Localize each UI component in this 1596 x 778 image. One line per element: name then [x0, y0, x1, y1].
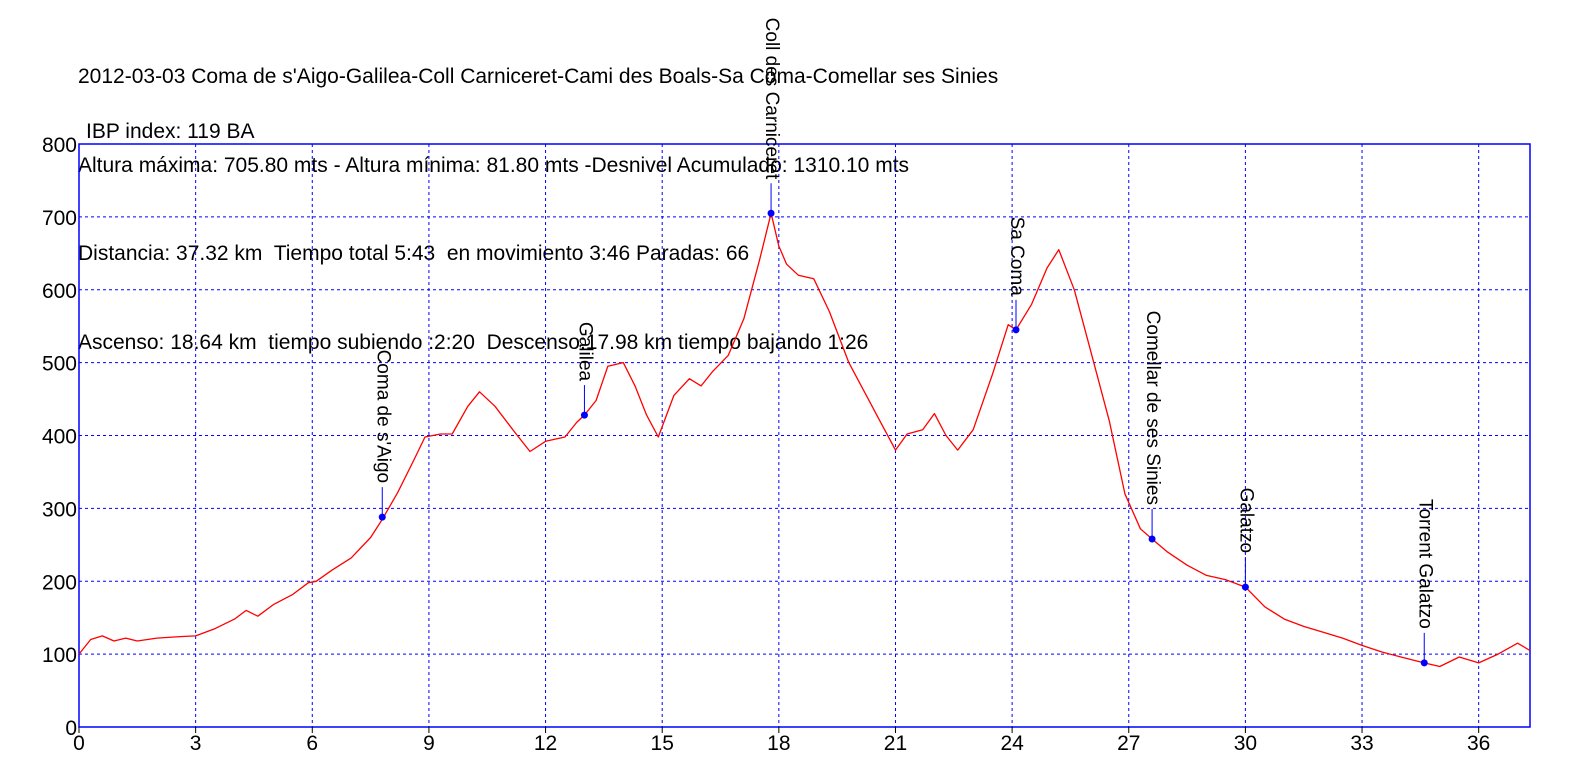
waypoint-label: Comellar de ses Sinies — [1142, 311, 1163, 505]
x-tick-label: 36 — [1467, 732, 1490, 755]
x-tick-label: 15 — [651, 732, 674, 755]
waypoint: Sa Coma — [1006, 217, 1027, 334]
y-tick-label: 500 — [42, 353, 77, 376]
waypoint-markers: Coma de s'Aigo Galilea Coll des Carniceret… — [372, 18, 1435, 667]
waypoint-dot — [580, 411, 588, 419]
chart-header: 2012-03-03 Coma de s'Aigo-Galilea-Coll C… — [78, 3, 998, 387]
waypoint-label: Coll des Carniceret — [761, 18, 782, 180]
waypoint-dot — [1241, 583, 1249, 591]
waypoint: Coll des Carniceret — [761, 18, 782, 217]
waypoint-label: Galilea — [574, 322, 595, 382]
x-tick-label: 27 — [1117, 732, 1140, 755]
waypoint-label: Coma de s'Aigo — [372, 350, 393, 484]
header-ascent-descent: Ascenso: 18.64 km tiempo subiendo :2:20 … — [78, 330, 869, 354]
y-tick-label: 100 — [42, 644, 77, 667]
x-tick-label: 0 — [73, 732, 85, 755]
waypoint: Galilea — [574, 322, 595, 419]
x-tick-label: 24 — [1000, 732, 1024, 755]
waypoint-label: Galatzo — [1235, 488, 1256, 553]
grid-lines — [79, 144, 1530, 727]
waypoint-dot — [767, 209, 775, 217]
y-tick-label: 700 — [42, 207, 77, 230]
waypoint: Comellar de ses Sinies — [1142, 311, 1163, 543]
y-axis-ticks: 0 100 200 300 400 500 600 700 800 — [42, 134, 77, 740]
x-axis-ticks: 0 3 6 9 12 15 18 21 24 27 30 33 36 — [73, 727, 1490, 755]
header-ibp-index: IBP index: 119 BA — [86, 120, 255, 143]
waypoint: Galatzo — [1235, 488, 1256, 591]
waypoint-label: Sa Coma — [1006, 217, 1027, 297]
profile-series — [78, 212, 1531, 668]
header-title: 2012-03-03 Coma de s'Aigo-Galilea-Coll C… — [78, 65, 999, 88]
waypoint-dot — [1012, 326, 1020, 334]
y-tick-label: 0 — [65, 717, 77, 740]
header-altitude-stats: Altura máxima: 705.80 mts - Altura mínim… — [78, 153, 910, 177]
x-tick-label: 3 — [190, 732, 202, 755]
waypoint-dot — [1148, 535, 1156, 543]
x-tick-label: 30 — [1234, 732, 1257, 755]
y-tick-label: 400 — [42, 426, 77, 449]
x-tick-label: 33 — [1350, 732, 1373, 755]
y-tick-label: 600 — [42, 280, 77, 303]
x-tick-label: 21 — [884, 732, 907, 755]
x-tick-label: 6 — [306, 732, 318, 755]
y-tick-label: 800 — [42, 134, 77, 157]
waypoint-dot — [1420, 659, 1428, 667]
plot-frame — [78, 143, 1531, 728]
y-tick-label: 300 — [42, 498, 77, 521]
waypoint-label: Torrent Galatzo — [1414, 499, 1435, 629]
x-tick-label: 9 — [423, 732, 435, 755]
y-tick-label: 200 — [42, 571, 77, 594]
waypoint: Torrent Galatzo — [1414, 499, 1435, 667]
header-distance-time: Distancia: 37.32 km Tiempo total 5:43 en… — [78, 242, 750, 265]
elevation-line — [78, 212, 1531, 668]
waypoint: Coma de s'Aigo — [372, 350, 393, 521]
waypoint-dot — [378, 513, 386, 521]
x-tick-label: 12 — [534, 732, 557, 755]
x-tick-label: 18 — [767, 732, 790, 755]
